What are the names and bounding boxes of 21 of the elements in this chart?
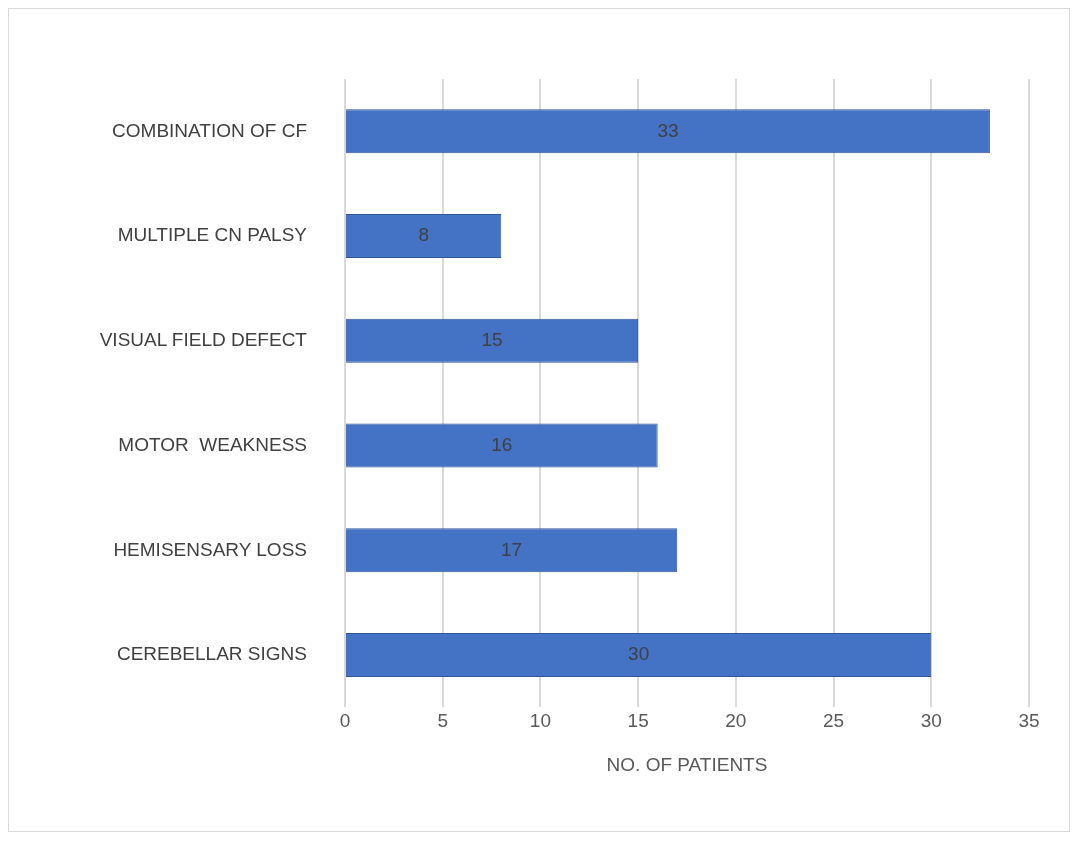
x-axis-title: NO. OF PATIENTS: [606, 753, 768, 775]
x-tick-label: 20: [725, 710, 747, 732]
x-tick-label: 10: [529, 710, 551, 732]
y-tick-label: CEREBELLAR SIGNS: [116, 643, 307, 665]
x-tick-label: 0: [339, 710, 351, 732]
data-label: 16: [491, 433, 513, 455]
y-tick-label: HEMISENSARY LOSS: [113, 538, 307, 560]
x-tick-label: 35: [1018, 710, 1040, 732]
data-label: 8: [418, 224, 429, 246]
y-tick-label: MOTOR WEAKNESS: [118, 433, 307, 455]
y-tick-label: COMBINATION OF CF: [112, 119, 307, 141]
x-tick-label: 15: [627, 710, 649, 732]
y-tick-label: MULTIPLE CN PALSY: [117, 224, 308, 246]
y-tick-label: VISUAL FIELD DEFECT: [99, 329, 308, 351]
data-label: 15: [481, 329, 503, 351]
x-tick-label: 5: [437, 710, 448, 732]
x-tick-label: 25: [823, 710, 845, 732]
data-label: 30: [628, 643, 650, 665]
data-label: 33: [657, 119, 679, 141]
data-label: 17: [501, 538, 523, 560]
x-tick-label: 30: [920, 710, 942, 732]
